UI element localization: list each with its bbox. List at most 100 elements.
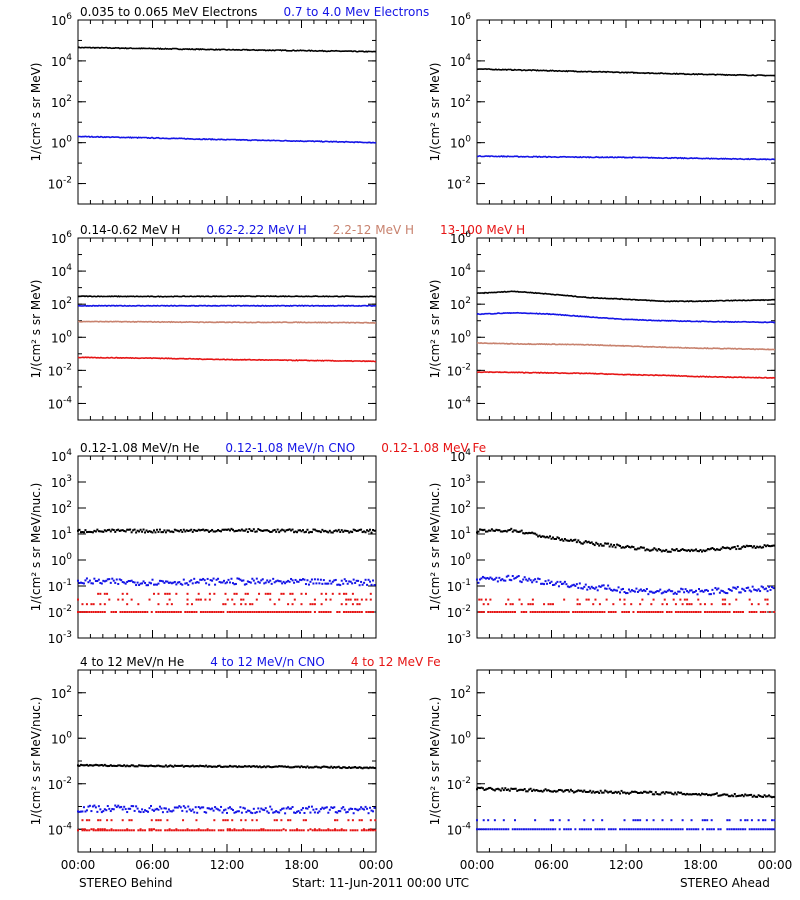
series-13-100 MeV H	[476, 371, 776, 379]
data-point	[346, 810, 349, 813]
data-point	[157, 592, 160, 595]
data-point	[285, 807, 288, 810]
data-point	[141, 611, 144, 613]
data-point	[158, 579, 161, 582]
data-point	[184, 765, 187, 768]
plot-frame	[77, 669, 377, 853]
data-point	[322, 530, 325, 533]
data-point	[296, 810, 299, 813]
data-point	[123, 529, 126, 532]
data-point	[78, 810, 81, 813]
data-point	[147, 810, 150, 813]
data-point	[309, 530, 312, 533]
data-point	[97, 578, 100, 581]
data-point	[129, 580, 132, 583]
data-point	[598, 544, 601, 547]
data-point	[367, 829, 370, 832]
data-point	[99, 603, 102, 606]
data-point	[592, 611, 595, 613]
data-point	[150, 828, 153, 831]
data-point	[645, 828, 648, 831]
data-point	[374, 829, 377, 832]
data-point	[297, 529, 300, 532]
data-point	[233, 583, 236, 586]
legend-entry: 0.12-1.08 MeV Fe	[381, 441, 486, 455]
data-point	[717, 587, 720, 590]
data-point	[674, 611, 677, 613]
data-point	[177, 829, 180, 832]
data-point	[258, 592, 261, 595]
data-point	[334, 811, 337, 814]
data-point	[240, 579, 243, 582]
data-point	[602, 544, 605, 547]
data-point	[343, 578, 346, 581]
data-point	[584, 790, 587, 793]
data-point	[532, 532, 535, 535]
data-point	[712, 548, 715, 551]
data-point	[538, 828, 541, 831]
data-point	[750, 819, 753, 822]
data-point	[574, 538, 577, 541]
data-point	[641, 792, 644, 795]
data-point	[578, 603, 581, 606]
data-point	[674, 791, 677, 794]
data-point	[228, 611, 231, 613]
data-point	[296, 828, 299, 831]
data-point	[155, 829, 158, 832]
data-point	[101, 829, 104, 832]
data-point	[522, 611, 525, 613]
data-point	[766, 598, 769, 601]
data-point	[569, 538, 572, 541]
data-point	[177, 611, 180, 613]
data-point	[596, 542, 599, 545]
data-point	[592, 542, 595, 545]
data-point	[249, 765, 252, 768]
data-point	[745, 794, 748, 797]
data-point	[285, 529, 288, 532]
data-point	[771, 585, 774, 588]
data-point	[674, 828, 677, 831]
data-point	[668, 550, 671, 553]
y-tick-label: 10-4	[447, 821, 472, 837]
data-point	[275, 530, 278, 533]
data-point	[501, 530, 504, 533]
data-point	[581, 611, 584, 613]
data-point	[374, 819, 377, 822]
y-tick-label: 10-4	[48, 395, 73, 411]
data-point	[266, 810, 269, 813]
data-point	[680, 791, 683, 794]
data-point	[766, 544, 769, 547]
data-point	[215, 807, 218, 810]
data-point	[665, 828, 668, 831]
data-point	[690, 828, 693, 831]
data-point	[657, 611, 660, 613]
data-point	[528, 577, 531, 580]
data-point	[596, 828, 599, 831]
data-point	[316, 829, 319, 832]
data-point	[195, 598, 198, 601]
data-point	[187, 805, 190, 808]
data-point	[358, 808, 361, 811]
data-point	[132, 581, 135, 584]
series-0.12-1.08 MeV Fe	[77, 592, 375, 613]
data-point	[147, 530, 150, 533]
data-point	[551, 828, 554, 831]
data-point	[608, 587, 611, 590]
data-point	[345, 592, 348, 595]
data-point	[188, 580, 191, 583]
data-point	[686, 792, 689, 795]
data-point	[191, 808, 194, 811]
data-point	[251, 812, 254, 815]
data-point	[697, 828, 700, 831]
data-point	[701, 819, 704, 822]
data-point	[176, 806, 179, 809]
data-point	[182, 829, 185, 832]
data-point	[240, 598, 243, 601]
data-point	[204, 598, 207, 601]
data-point	[206, 577, 209, 580]
series-0.12-1.08 MeV/n He	[476, 527, 775, 553]
data-point	[197, 806, 200, 809]
data-point	[84, 579, 87, 582]
data-point	[619, 591, 622, 594]
data-point	[662, 591, 665, 594]
